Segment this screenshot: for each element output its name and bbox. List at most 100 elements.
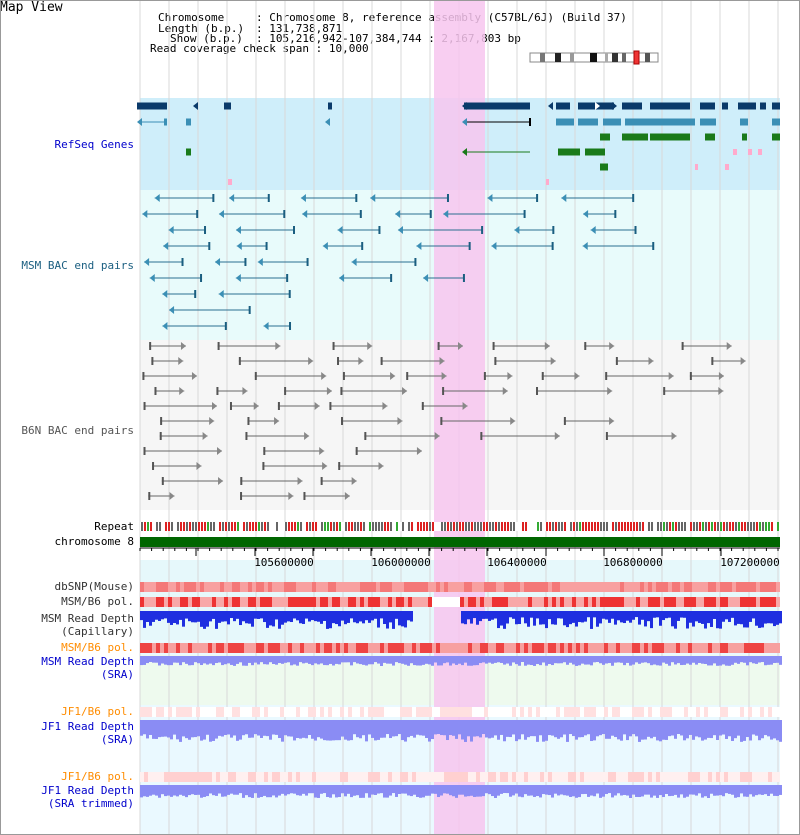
heat-cell	[512, 772, 516, 782]
depth-bar	[602, 720, 605, 735]
depth-bar	[488, 656, 491, 663]
depth-bar	[737, 785, 740, 798]
heat-cell	[164, 597, 168, 607]
depth-bar	[641, 720, 644, 740]
heat-cell	[412, 643, 416, 653]
depth-bar	[650, 785, 653, 798]
heat-cell	[560, 707, 564, 717]
depth-bar	[221, 611, 224, 622]
label-msm-read-depth-sra[interactable]: MSM Read Depth	[41, 655, 134, 668]
heat-cell	[680, 582, 684, 592]
heat-cell	[716, 772, 720, 782]
jf1-b6-pol-trimmed-track[interactable]	[140, 772, 780, 782]
bac-end-marker	[337, 226, 343, 234]
label-b6n-bac-end-pairs[interactable]: B6N BAC end pairs	[21, 424, 134, 437]
repeat-element	[711, 522, 713, 531]
heat-cell	[260, 597, 264, 607]
repeat-element	[513, 522, 515, 531]
bac-end-marker	[304, 432, 310, 440]
depth-bar	[518, 785, 521, 797]
bac-end-marker	[274, 417, 280, 425]
chromosome-ideogram[interactable]	[529, 50, 659, 65]
heat-cell	[252, 772, 256, 782]
bac-end-marker	[364, 432, 367, 440]
label-dbsnp[interactable]: dbSNP(Mouse)	[54, 580, 134, 593]
heat-cell	[232, 582, 236, 592]
msm-b6-pol-capillary-track[interactable]	[140, 597, 780, 607]
depth-bar	[314, 656, 317, 664]
depth-bar	[320, 720, 323, 739]
label-refseq-genes[interactable]: RefSeq Genes	[54, 138, 134, 151]
label-repeat[interactable]: Repeat	[94, 520, 134, 533]
depth-bar	[227, 720, 230, 735]
bac-end-marker	[293, 226, 296, 234]
label-msm-b6-pol-capillary[interactable]: MSM/B6 pol.	[61, 595, 134, 608]
heat-cell	[756, 707, 760, 717]
depth-bar	[608, 656, 611, 664]
msm-read-depth-capillary-track[interactable]	[140, 611, 782, 629]
depth-bar	[152, 720, 155, 739]
repeat-element	[549, 522, 551, 531]
depth-bar	[512, 611, 515, 619]
repeat-element	[459, 522, 461, 531]
chromosome-bar[interactable]	[140, 537, 780, 547]
heat-cell	[752, 597, 756, 607]
msm-b6-pol-sra-track[interactable]	[140, 643, 780, 653]
refseq-genes-track[interactable]	[137, 102, 780, 185]
depth-bar	[245, 785, 248, 796]
heat-cell	[568, 772, 572, 782]
heat-cell	[732, 597, 736, 607]
msm-read-depth-sra-track[interactable]	[140, 656, 782, 666]
depth-bar	[383, 656, 386, 663]
heat-cell	[600, 597, 604, 607]
depth-bar	[266, 656, 269, 665]
repeat-track[interactable]	[141, 522, 779, 531]
label-jf1-read-depth-trimmed[interactable]: JF1 Read Depth	[41, 784, 134, 797]
label-msm-b6-pol-sra[interactable]: MSM/B6 pol.	[61, 641, 134, 654]
heat-cell	[328, 643, 332, 653]
jf1-read-depth-trimmed-track[interactable]	[140, 785, 782, 798]
depth-bar	[560, 611, 563, 619]
depth-bar	[422, 656, 425, 665]
depth-bar	[644, 720, 647, 740]
b6n-bac-end-pairs-track[interactable]	[142, 342, 746, 500]
label-jf1-read-depth-sra[interactable]: JF1 Read Depth	[41, 720, 134, 733]
label-jf1-b6-pol-sra[interactable]: JF1/B6 pol.	[61, 705, 134, 718]
highlight-region[interactable]	[434, 0, 485, 835]
heat-cell	[252, 707, 256, 717]
label-msm-bac-end-pairs[interactable]: MSM BAC end pairs	[21, 259, 134, 272]
heat-cell	[540, 772, 544, 782]
label-jf1-b6-pol-trimmed[interactable]: JF1/B6 pol.	[61, 770, 134, 783]
heat-cell	[624, 643, 628, 653]
bac-end-marker	[344, 492, 350, 500]
heat-cell	[728, 707, 732, 717]
heat-cell	[368, 597, 372, 607]
heat-cell	[224, 707, 228, 717]
depth-bar	[308, 720, 311, 735]
heat-cell	[728, 772, 732, 782]
heat-cell	[768, 597, 772, 607]
heat-cell	[336, 582, 340, 592]
jf1-read-depth-sra-track[interactable]	[140, 720, 782, 742]
heat-cell	[260, 643, 264, 653]
jf1-b6-pol-sra-track[interactable]	[140, 707, 780, 717]
heat-cell	[684, 643, 688, 653]
depth-bar	[455, 656, 458, 665]
heat-cell	[176, 707, 180, 717]
bac-end-marker	[367, 342, 373, 350]
label-msm-read-depth-capillary[interactable]: MSM Read Depth	[41, 612, 134, 625]
depth-bar	[626, 785, 629, 796]
heat-cell	[464, 707, 468, 717]
depth-bar	[242, 611, 245, 622]
ideogram-position-marker[interactable]	[633, 50, 640, 65]
dbsnp-track[interactable]	[140, 582, 780, 592]
repeat-element	[348, 522, 350, 531]
heat-cell	[440, 597, 444, 607]
depth-bar	[167, 611, 170, 623]
bac-end-marker	[196, 462, 202, 470]
depth-bar	[473, 720, 476, 737]
msm-bac-end-pairs-track[interactable]	[142, 194, 655, 330]
heat-cell	[708, 772, 712, 782]
heat-cell	[380, 707, 384, 717]
